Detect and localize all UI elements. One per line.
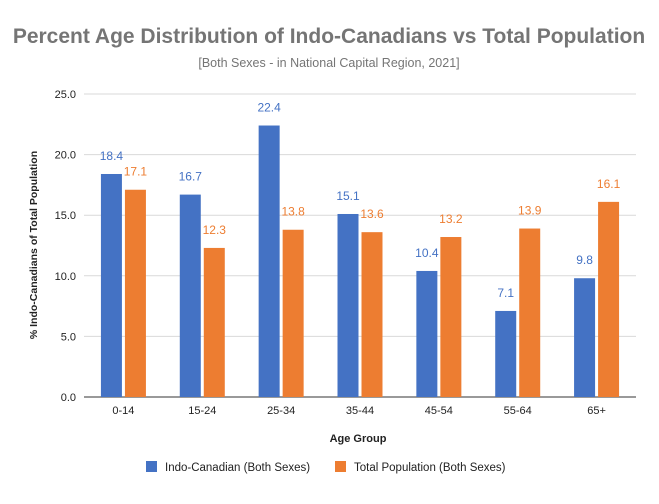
data-label: 13.9 <box>518 204 542 218</box>
y-tick-label: 5.0 <box>61 331 76 343</box>
x-tick-label: 15-24 <box>188 405 216 417</box>
data-label: 15.1 <box>336 189 360 203</box>
bar-total-population <box>440 237 462 397</box>
data-label: 12.3 <box>203 223 227 237</box>
bar-indo-canadian <box>495 310 517 397</box>
data-label: 13.6 <box>360 207 384 221</box>
chart-title: Percent Age Distribution of Indo-Canadia… <box>13 25 645 48</box>
y-tick-label: 20.0 <box>55 150 76 162</box>
x-tick-label: 25-34 <box>267 405 295 417</box>
gridlines <box>84 93 636 398</box>
chart-subtitle: [Both Sexes - in National Capital Region… <box>198 56 459 70</box>
bar-indo-canadian <box>337 213 359 397</box>
legend-swatch-total-population <box>335 461 346 472</box>
bar-total-population <box>519 228 541 397</box>
x-tick-label: 0-14 <box>112 405 134 417</box>
y-axis-title: % Indo-Canadians of Total Population <box>28 151 40 339</box>
bar-indo-canadian <box>179 194 201 397</box>
y-tick-label: 10.0 <box>55 271 76 283</box>
bar-indo-canadian <box>100 173 122 397</box>
x-axis-ticks: 0-14 15-24 25-34 35-44 45-54 55-64 65+ <box>112 405 605 417</box>
data-label: 16.7 <box>179 170 203 184</box>
bar-total-population <box>203 247 225 397</box>
data-labels: 18.417.1 16.7 12.3 22.4 13.8 15.113.6 10.4 13.2… <box>100 101 621 300</box>
data-label: 10.4 <box>415 246 439 260</box>
legend-swatch-indo-canadian <box>146 461 157 472</box>
data-label: 18.4 <box>100 149 124 163</box>
y-tick-label: 25.0 <box>55 89 76 101</box>
bar-indo-canadian <box>574 278 596 397</box>
legend-label: Indo-Canadian (Both Sexes) <box>165 462 310 474</box>
y-axis-ticks: 0.0 5.0 10.0 15.0 20.0 25.0 <box>55 89 76 404</box>
bar-indo-canadian <box>258 125 280 398</box>
x-axis-title: Age Group <box>330 433 387 445</box>
bar-total-population <box>598 201 620 397</box>
data-label: 9.8 <box>576 253 593 267</box>
bar-total-population <box>361 232 383 397</box>
x-tick-label: 35-44 <box>346 405 374 417</box>
data-label: 13.8 <box>281 205 305 219</box>
x-tick-label: 45-54 <box>425 405 453 417</box>
data-label: 13.2 <box>439 212 463 226</box>
bar-indo-canadian <box>416 270 438 397</box>
bars <box>100 125 620 398</box>
x-tick-label: 55-64 <box>504 405 532 417</box>
data-label: 7.1 <box>497 286 514 300</box>
data-label: 17.1 <box>124 165 148 179</box>
y-tick-label: 15.0 <box>55 210 76 222</box>
legend: Indo-Canadian (Both Sexes) Total Populati… <box>146 461 506 474</box>
bar-total-population <box>124 189 146 397</box>
y-tick-label: 0.0 <box>61 392 76 404</box>
x-tick-label: 65+ <box>587 405 606 417</box>
data-label: 22.4 <box>257 101 281 115</box>
data-label: 16.1 <box>597 177 621 191</box>
legend-label: Total Population (Both Sexes) <box>354 462 506 474</box>
bar-total-population <box>282 229 304 397</box>
